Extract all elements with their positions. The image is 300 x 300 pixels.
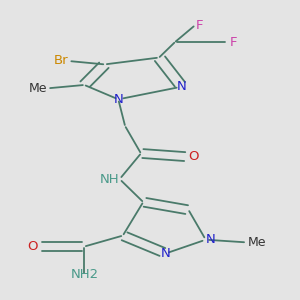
Text: Me: Me	[29, 82, 47, 95]
Text: O: O	[28, 240, 38, 253]
Text: F: F	[229, 36, 237, 49]
Text: Br: Br	[54, 55, 68, 68]
Text: F: F	[195, 19, 203, 32]
Text: O: O	[188, 150, 199, 163]
Text: N: N	[113, 93, 123, 106]
Text: NH2: NH2	[70, 268, 98, 281]
Text: N: N	[206, 233, 215, 246]
Text: Me: Me	[248, 236, 266, 249]
Text: N: N	[177, 80, 187, 93]
Text: NH: NH	[100, 172, 120, 186]
Text: N: N	[161, 247, 171, 260]
